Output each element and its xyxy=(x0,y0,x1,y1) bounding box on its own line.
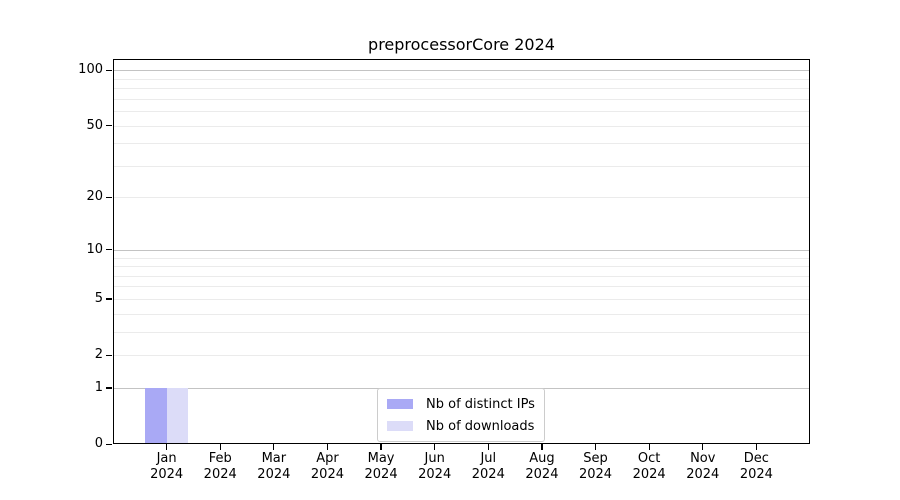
x-tick-label-may: May 2024 xyxy=(346,451,416,483)
gridline-major xyxy=(113,70,810,72)
gridline-minor xyxy=(113,286,810,288)
x-tick-mark xyxy=(166,444,168,450)
legend-entry-nb-of-downloads: Nb of downloads xyxy=(387,416,535,436)
gridline-minor xyxy=(113,143,810,145)
x-tick-month: Mar xyxy=(261,451,287,466)
gridline-minor xyxy=(113,298,810,300)
y-tick-label: 10 xyxy=(86,241,103,257)
x-tick-mark xyxy=(487,444,489,450)
y-tick-mark xyxy=(106,443,112,445)
x-tick-label-jan: Jan 2024 xyxy=(132,451,202,483)
x-tick-year: 2024 xyxy=(632,467,666,482)
x-tick-month: Jan xyxy=(156,451,177,466)
y-tick-label: 0 xyxy=(94,436,103,451)
x-tick-mark xyxy=(219,444,221,450)
x-tick-month: Dec xyxy=(743,451,769,466)
x-tick-year: 2024 xyxy=(418,467,452,482)
y-tick-label: 20 xyxy=(86,189,103,205)
gridline-minor xyxy=(113,257,810,259)
y-tick-mark xyxy=(106,387,112,389)
x-tick-mark xyxy=(702,444,704,450)
x-tick-mark xyxy=(541,444,543,450)
gridline-minor xyxy=(113,197,810,199)
x-tick-mark xyxy=(434,444,436,450)
legend-swatch xyxy=(387,399,413,409)
y-tick-mark xyxy=(106,298,112,300)
gridline-minor xyxy=(113,78,810,80)
x-tick-label-apr: Apr 2024 xyxy=(292,451,362,483)
bar-nb-of-downloads-jan-2024 xyxy=(166,387,189,443)
y-tick-mark xyxy=(106,196,112,199)
x-tick-month: May xyxy=(367,451,395,466)
y-tick-label: 5 xyxy=(94,290,103,306)
y-tick-label: 2 xyxy=(94,347,103,363)
gridline-minor xyxy=(113,125,810,127)
plot-area xyxy=(113,59,810,444)
y-tick-label: 50 xyxy=(86,117,103,133)
gridline-minor xyxy=(113,165,810,167)
bar-nb-of-distinct-ips-jan-2024 xyxy=(145,387,167,443)
y-tick-mark xyxy=(106,125,112,127)
x-tick-label-nov: Nov 2024 xyxy=(668,451,738,483)
x-tick-mark xyxy=(648,444,650,450)
x-tick-year: 2024 xyxy=(686,467,720,482)
legend-swatch xyxy=(387,421,413,431)
x-tick-year: 2024 xyxy=(310,467,344,482)
legend-label: Nb of downloads xyxy=(426,418,535,434)
x-tick-label-jul: Jul 2024 xyxy=(453,451,523,483)
x-tick-year: 2024 xyxy=(203,467,237,482)
x-tick-year: 2024 xyxy=(257,467,291,482)
x-tick-label-jun: Jun 2024 xyxy=(400,451,470,483)
x-tick-month: Nov xyxy=(690,451,716,466)
x-tick-label-sep: Sep 2024 xyxy=(561,451,631,483)
gridline-minor xyxy=(113,355,810,357)
gridline-major xyxy=(113,249,810,251)
y-tick-mark xyxy=(106,249,112,251)
y-tick-mark xyxy=(106,354,112,356)
x-tick-year: 2024 xyxy=(739,467,773,482)
legend: Nb of distinct IPs Nb of downloads xyxy=(377,388,545,442)
x-tick-mark xyxy=(273,444,275,450)
gridline-minor xyxy=(113,111,810,113)
gridline-minor xyxy=(113,331,810,333)
x-tick-mark xyxy=(380,444,382,450)
y-tick-mark xyxy=(106,69,112,71)
x-tick-label-aug: Aug 2024 xyxy=(507,451,577,483)
x-tick-mark xyxy=(326,444,329,450)
x-tick-year: 2024 xyxy=(578,467,613,482)
x-tick-month: Jul xyxy=(480,451,497,466)
x-tick-year: 2024 xyxy=(150,467,184,482)
x-tick-month: Feb xyxy=(208,451,232,466)
y-tick-label: 100 xyxy=(78,62,103,78)
x-tick-label-mar: Mar 2024 xyxy=(239,451,309,483)
x-tick-month: Jun xyxy=(424,451,445,466)
chart-title: preprocessorCore 2024 xyxy=(368,35,555,54)
x-tick-year: 2024 xyxy=(364,467,398,482)
x-tick-month: Apr xyxy=(316,451,339,466)
legend-label: Nb of distinct IPs xyxy=(426,396,535,412)
x-tick-month: Oct xyxy=(637,451,661,466)
x-tick-month: Aug xyxy=(529,451,555,466)
y-tick-label: 1 xyxy=(94,379,103,395)
x-tick-year: 2024 xyxy=(471,467,505,482)
gridline-minor xyxy=(113,98,810,100)
legend-entry-nb-of-distinct-ips: Nb of distinct IPs xyxy=(387,394,535,414)
x-tick-mark xyxy=(755,444,757,450)
x-tick-label-dec: Dec 2024 xyxy=(721,451,791,483)
x-tick-mark xyxy=(594,444,597,450)
x-tick-year: 2024 xyxy=(525,467,559,482)
gridline-minor xyxy=(113,266,810,268)
gridline-minor xyxy=(113,313,810,315)
gridline-minor xyxy=(113,88,810,90)
gridline-minor xyxy=(113,275,810,277)
x-tick-month: Sep xyxy=(583,451,608,466)
x-tick-label-feb: Feb 2024 xyxy=(185,451,255,483)
x-tick-label-oct: Oct 2024 xyxy=(614,451,684,483)
